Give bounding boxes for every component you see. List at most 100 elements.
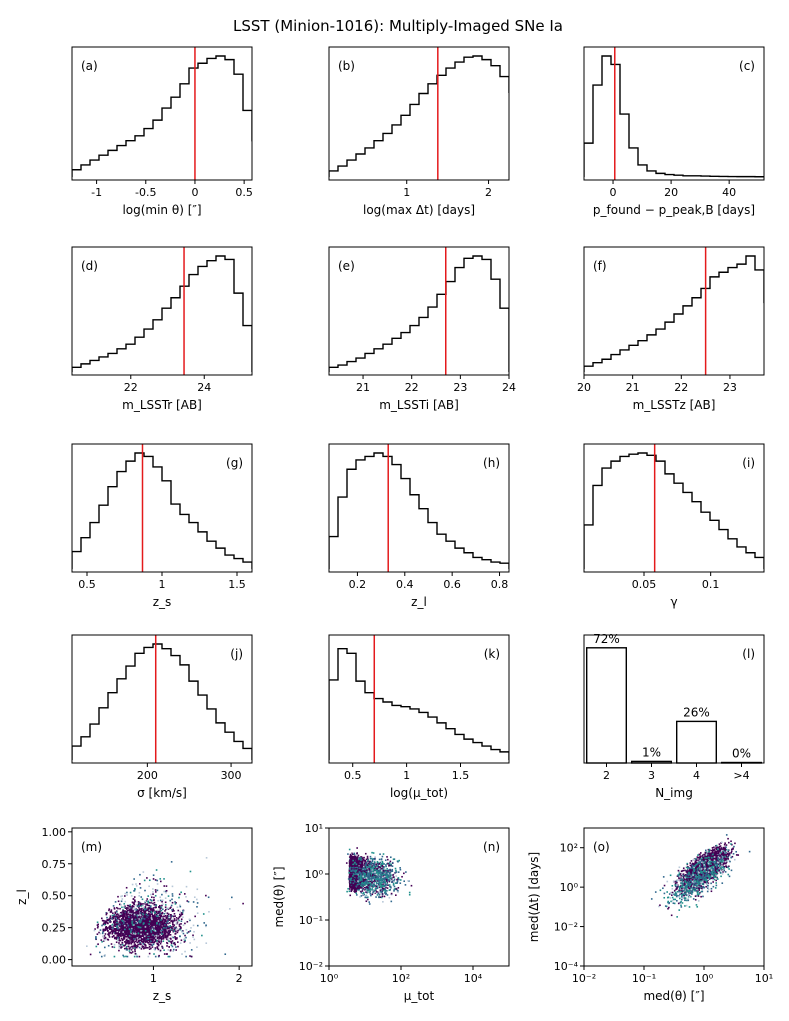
scatter-point [117,907,119,910]
scatter-point [121,926,124,929]
scatter-point [130,895,133,897]
scatter-point [188,918,191,921]
scatter-point [137,910,140,912]
scatter-point [228,908,231,910]
scatter-point [120,927,122,930]
histogram-outline [584,55,764,178]
scatter-point [356,852,358,854]
scatter-point [138,917,140,920]
scatter-point [173,918,176,920]
scatter-point [126,948,128,950]
scatter-point [141,907,143,910]
scatter-point [138,891,141,894]
scatter-point [144,933,146,936]
scatter-point [205,942,208,944]
scatter-point [202,913,205,915]
scatter-point [163,934,166,936]
scatter-point [147,920,150,922]
histogram-outline [72,55,252,177]
scatter-point [113,908,116,910]
scatter-point [161,893,163,896]
scatter-point [114,928,117,930]
scatter-point [117,900,120,903]
scatter-point [124,928,126,931]
scatter-point [157,899,159,902]
scatter-point [137,914,140,917]
histogram-bin [764,302,773,372]
histogram-bin [171,504,180,569]
scatter-point [154,923,157,926]
scatter-point [146,933,149,935]
scatter-point [171,940,174,942]
scatter-point [143,922,145,924]
scatter-point [162,921,164,923]
histogram-bin [198,266,207,372]
scatter-point [170,918,173,921]
scatter-point [179,905,182,908]
scatter-point [159,928,161,931]
scatter-point [142,871,145,873]
scatter-point [139,942,141,945]
histogram-bin [428,84,437,177]
scatter-point [96,933,99,936]
scatter-point [352,853,354,856]
histogram-bin [180,514,189,569]
scatter-point [118,926,121,929]
scatter-point [149,913,152,916]
scatter-point [101,919,104,922]
scatter-point [160,929,162,932]
scatter-point [164,932,167,935]
scatter-point [138,905,140,907]
bar [631,760,673,764]
scatter-point [142,924,144,926]
scatter-point [154,913,156,915]
scatter-point [242,902,244,905]
scatter-point [165,927,167,929]
scatter-point [184,922,186,925]
scatter-point [115,913,118,916]
scatter-point [350,890,353,893]
scatter-point [143,939,145,942]
scatter-point [155,906,157,909]
scatter-point [163,878,165,880]
scatter-point [144,889,146,892]
scatter-point [122,935,125,937]
scatter-point [143,926,146,929]
scatter-point [124,919,127,921]
scatter-point [182,909,184,912]
scatter-point [168,940,170,942]
scatter-point [139,938,141,940]
scatter-point [149,898,152,901]
scatter-point [138,915,141,918]
scatter-point [117,923,120,926]
scatter-point [174,938,177,940]
scatter-point [132,913,135,915]
histogram-bin [356,681,365,760]
histogram-bin [473,256,482,372]
scatter-point [134,933,136,936]
panel-label: (g) [226,456,243,470]
scatter-point [95,945,98,948]
scatter-point [154,879,157,881]
scatter-point [108,918,110,921]
scatter-point [117,926,119,929]
histogram-bin [234,293,243,372]
scatter-point [175,926,177,929]
scatter-point [134,948,136,951]
scatter-point [157,919,159,921]
scatter-point [153,948,156,950]
scatter-point [145,921,148,924]
scatter-point [134,918,137,921]
scatter-point [170,938,172,940]
scatter-point [125,931,128,934]
scatter-point [128,950,131,952]
x-tick-label: 2 [236,972,243,985]
scatter-point [96,926,99,929]
histogram-bin [243,110,252,177]
scatter-point [153,917,156,919]
scatter-point [120,931,123,933]
scatter-point [107,919,109,922]
y-tick-label: 1.00 [42,826,67,839]
scatter-point [169,934,172,936]
